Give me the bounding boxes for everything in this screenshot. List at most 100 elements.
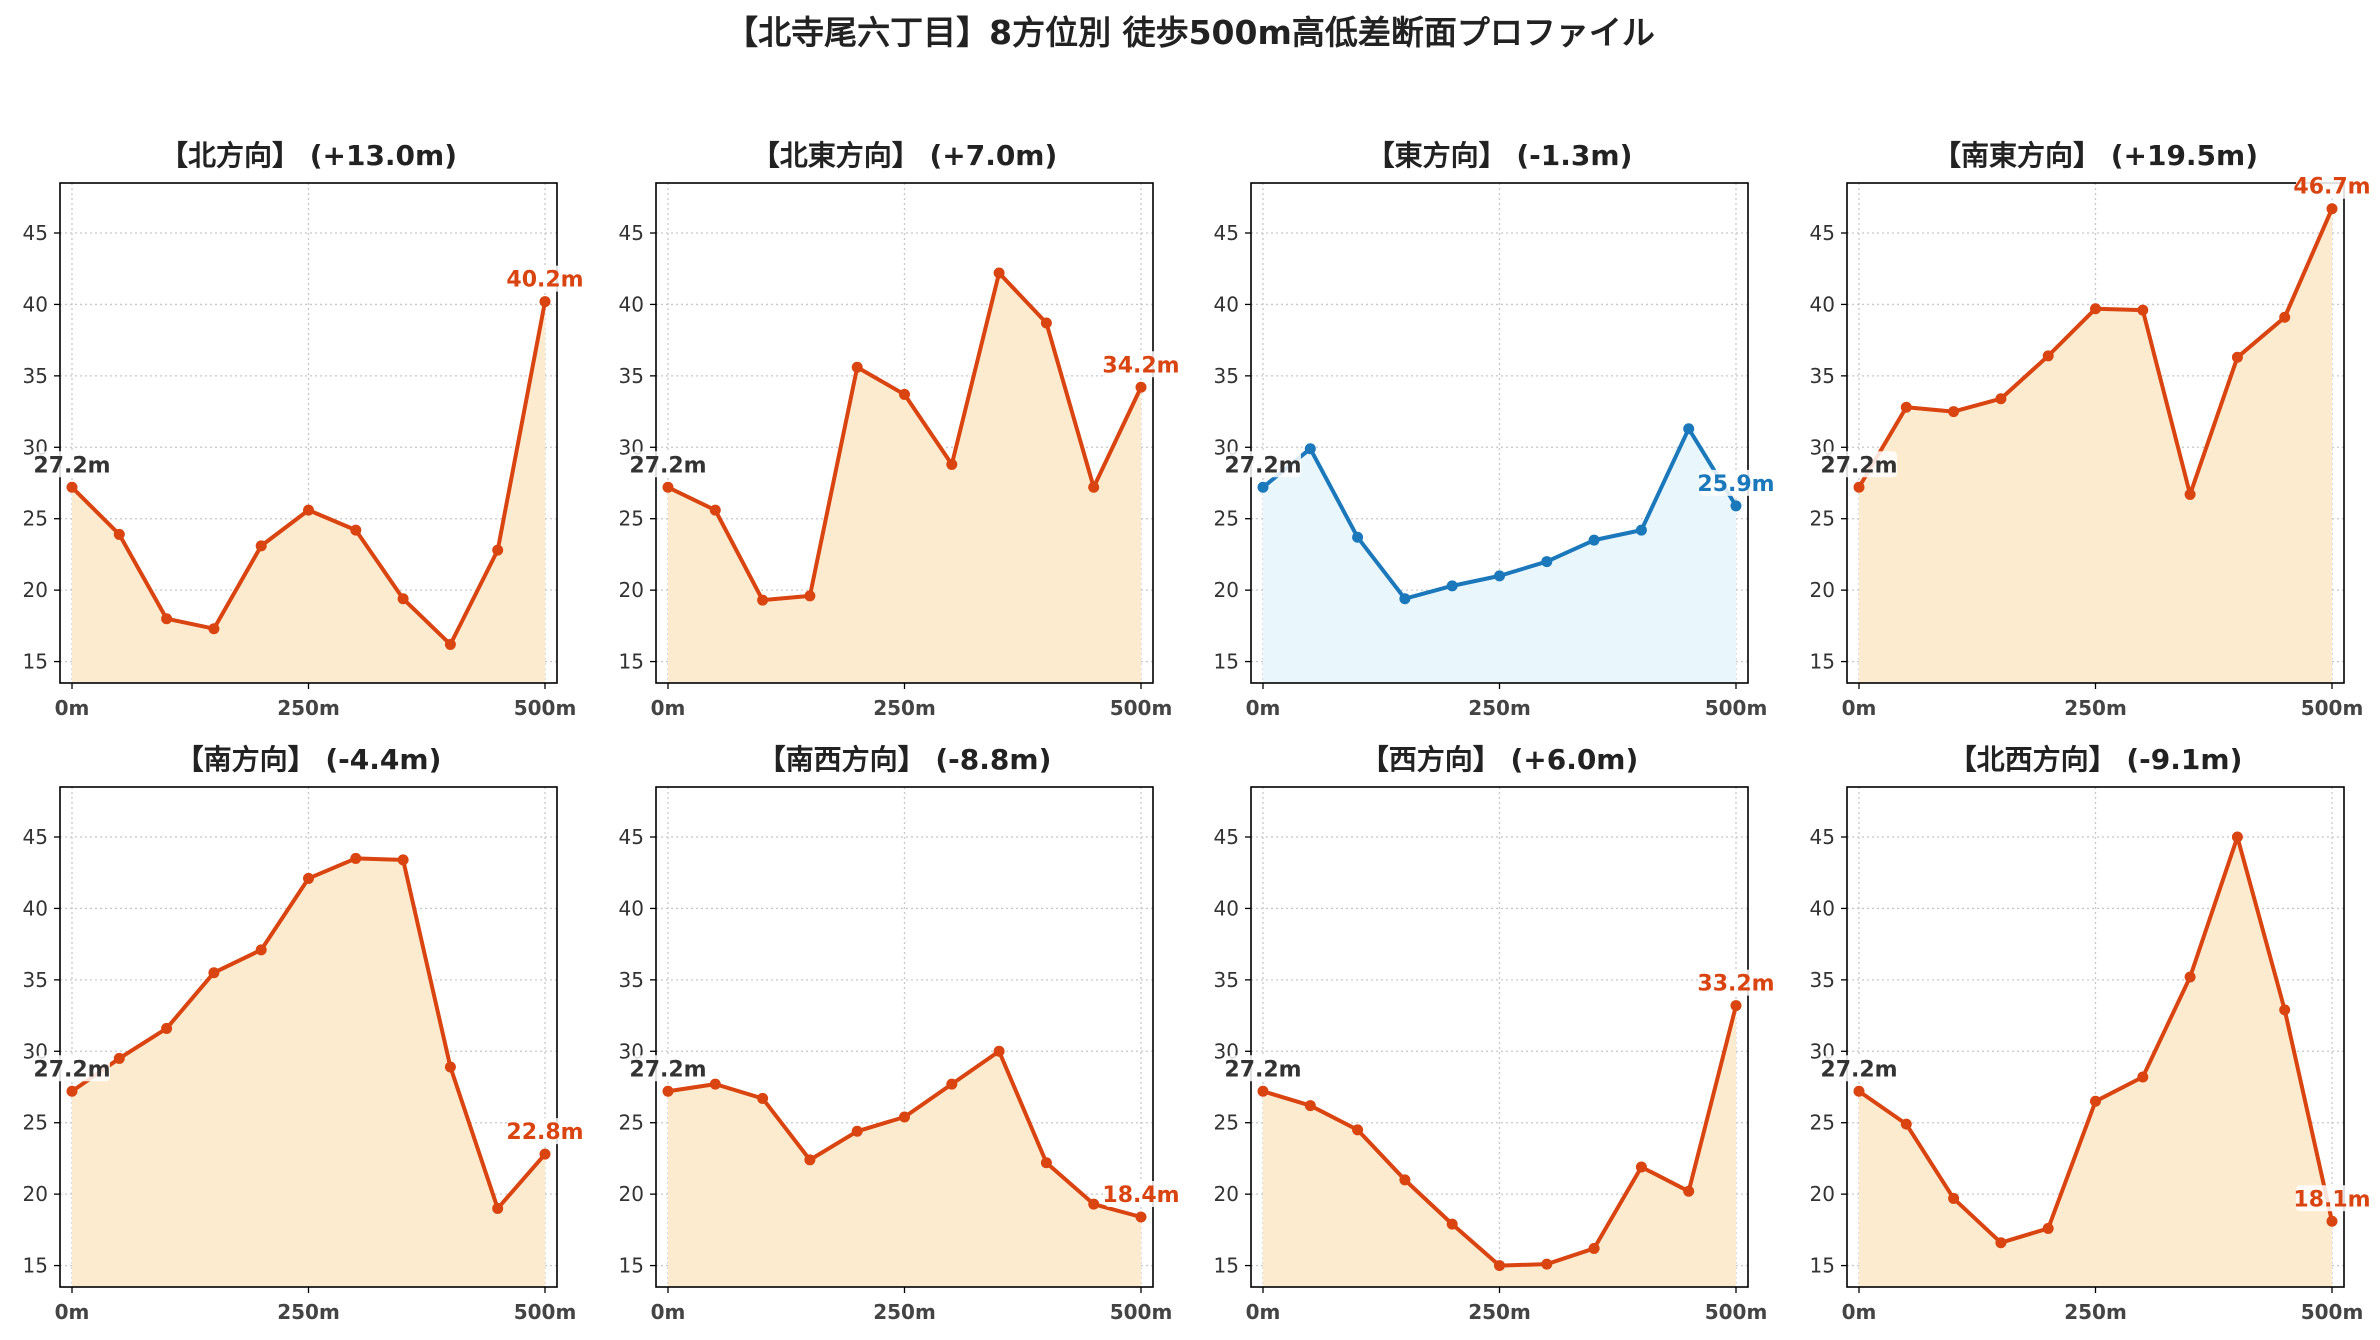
data-point [1995, 393, 2007, 405]
data-point [851, 1125, 863, 1137]
x-tick-label: 0m [1842, 1300, 1877, 1324]
x-tick-label: 0m [55, 696, 90, 720]
panel-title: 【南西方向】 (-8.8m) [758, 743, 1052, 776]
y-tick-label: 25 [23, 1111, 48, 1135]
data-point [208, 623, 220, 635]
data-point [539, 296, 551, 308]
data-point [2326, 203, 2338, 215]
y-tick-label: 20 [1810, 578, 1835, 602]
data-point [444, 638, 456, 650]
y-tick-label: 35 [1810, 968, 1835, 992]
data-point [1135, 1211, 1147, 1223]
data-point [1040, 1157, 1052, 1169]
panel-title: 【東方向】 (-1.3m) [1367, 139, 1633, 172]
y-tick-label: 35 [1810, 364, 1835, 388]
y-tick-label: 15 [1214, 1254, 1239, 1278]
area-fill [72, 301, 545, 683]
data-point [1494, 1260, 1505, 1272]
data-point [2184, 488, 2196, 500]
data-point [1683, 1185, 1695, 1197]
data-point [1257, 1085, 1269, 1097]
data-point [1494, 570, 1505, 582]
data-point [1257, 481, 1269, 493]
x-tick-label: 500m [2301, 1300, 2364, 1324]
data-point [993, 267, 1005, 279]
y-tick-label: 15 [1810, 650, 1835, 674]
panel-title: 【北東方向】 (+7.0m) [752, 139, 1058, 172]
end-elevation-label: 46.7m [2293, 175, 2370, 200]
data-point [1088, 481, 1100, 493]
end-elevation-label: 18.4m [1102, 1183, 1179, 1208]
data-point [757, 594, 769, 606]
data-point [350, 852, 362, 864]
area-fill [1263, 1005, 1736, 1287]
data-point [1135, 381, 1147, 393]
x-tick-label: 500m [2301, 696, 2364, 720]
x-tick-label: 250m [1468, 1300, 1531, 1324]
end-elevation-label: 33.2m [1697, 972, 1774, 997]
data-point [1352, 531, 1364, 543]
data-point [662, 1085, 674, 1097]
data-point [2090, 1095, 2101, 1107]
y-tick-label: 45 [1214, 221, 1239, 245]
data-point [1635, 524, 1647, 536]
data-point [539, 1148, 551, 1160]
data-point [2279, 1004, 2291, 1016]
end-elevation-label: 40.2m [506, 268, 583, 293]
data-point [2042, 350, 2054, 362]
start-elevation-label: 27.2m [629, 1057, 706, 1082]
x-tick-label: 0m [1246, 1300, 1281, 1324]
y-tick-label: 25 [619, 1111, 644, 1135]
data-point [1948, 1192, 1960, 1204]
y-tick-label: 20 [1810, 1182, 1835, 1206]
x-tick-label: 500m [1110, 1300, 1173, 1324]
data-point [1995, 1237, 2007, 1249]
end-elevation-label: 18.1m [2293, 1187, 2370, 1212]
y-tick-label: 25 [23, 507, 48, 531]
data-point [2279, 311, 2291, 323]
y-tick-label: 45 [619, 825, 644, 849]
data-point [1635, 1161, 1647, 1173]
start-elevation-label: 27.2m [33, 1057, 110, 1082]
y-tick-label: 15 [1810, 1254, 1835, 1278]
data-point [113, 528, 125, 540]
data-point [303, 504, 314, 516]
data-point [2231, 831, 2243, 843]
y-tick-label: 35 [23, 968, 48, 992]
panel-title: 【北方向】 (+13.0m) [160, 139, 457, 172]
x-tick-label: 500m [1110, 696, 1173, 720]
data-point [1541, 1258, 1553, 1270]
x-tick-label: 250m [1468, 696, 1531, 720]
data-point [1399, 593, 1411, 605]
x-tick-label: 250m [873, 696, 936, 720]
data-point [1352, 1124, 1364, 1136]
start-elevation-label: 27.2m [33, 453, 110, 478]
data-point [1683, 423, 1695, 435]
panel-title: 【南方向】 (-4.4m) [176, 743, 442, 776]
end-label-bg [1105, 351, 1179, 378]
x-tick-label: 250m [2064, 696, 2127, 720]
x-tick-label: 250m [277, 1300, 340, 1324]
data-point [2326, 1215, 2338, 1227]
data-point [993, 1045, 1005, 1057]
x-tick-label: 250m [2064, 1300, 2127, 1324]
data-point [1088, 1198, 1100, 1210]
data-point [709, 504, 721, 516]
data-point [2137, 304, 2149, 316]
data-point [1900, 401, 1912, 413]
data-point [1588, 534, 1600, 546]
data-point [804, 590, 816, 602]
end-elevation-label: 22.8m [506, 1120, 583, 1145]
end-label-bg [2296, 1185, 2370, 1212]
start-elevation-label: 27.2m [1224, 453, 1301, 478]
start-label-bg [1227, 451, 1301, 478]
data-point [66, 1085, 78, 1097]
y-tick-label: 40 [1810, 896, 1835, 920]
x-tick-label: 0m [55, 1300, 90, 1324]
data-point [255, 540, 267, 552]
y-tick-label: 40 [23, 292, 48, 316]
y-tick-label: 20 [23, 578, 48, 602]
